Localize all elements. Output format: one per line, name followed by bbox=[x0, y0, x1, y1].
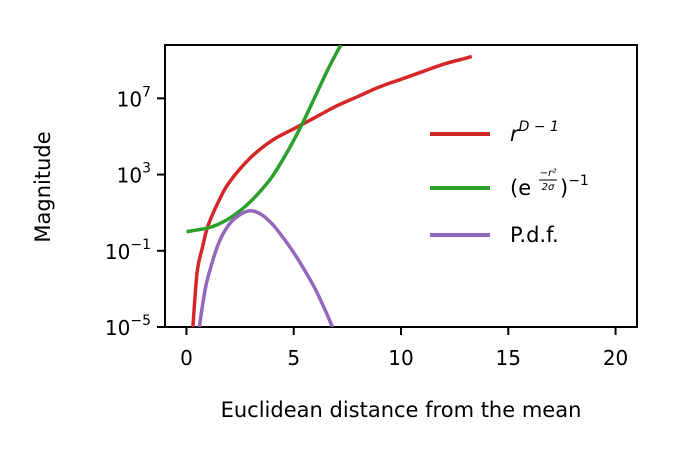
x-axis-ticks: 0 5 10 15 20 bbox=[180, 327, 628, 370]
y-tick-label: 10−5 bbox=[105, 313, 151, 340]
svg-text:2σ: 2σ bbox=[542, 182, 555, 193]
y-tick-label: 103 bbox=[117, 161, 151, 188]
y-tick-label: 107 bbox=[117, 84, 151, 111]
x-tick-label: 15 bbox=[496, 346, 521, 370]
x-tick-label: 10 bbox=[388, 346, 413, 370]
svg-text:)−1: )−1 bbox=[560, 173, 589, 200]
series-line-r-d-minus-1 bbox=[191, 54, 473, 327]
series-line-inverse-exp bbox=[186, 45, 343, 234]
y-tick-label: 10−1 bbox=[105, 237, 151, 264]
x-tick-label: 5 bbox=[287, 346, 300, 370]
svg-text:−r²: −r² bbox=[540, 168, 557, 179]
y-axis-ticks: 10−5 10−1 103 107 bbox=[105, 84, 165, 340]
series-layer bbox=[186, 45, 473, 327]
x-tick-label: 20 bbox=[603, 346, 628, 370]
series-line-pdf bbox=[197, 209, 334, 327]
svg-text:(e: (e bbox=[510, 176, 531, 200]
legend-label-pdf: P.d.f. bbox=[510, 223, 559, 247]
legend-label-inverse-exp: (e −r² 2σ )−1 bbox=[510, 168, 589, 200]
legend-label-r-d-minus-1: rD − 1 bbox=[510, 119, 559, 146]
y-axis-label: Magnitude bbox=[31, 131, 55, 242]
x-axis-label: Euclidean distance from the mean bbox=[221, 398, 582, 422]
legend: rD − 1 (e −r² 2σ )−1 P.d.f. bbox=[430, 119, 589, 247]
x-tick-label: 0 bbox=[180, 346, 193, 370]
